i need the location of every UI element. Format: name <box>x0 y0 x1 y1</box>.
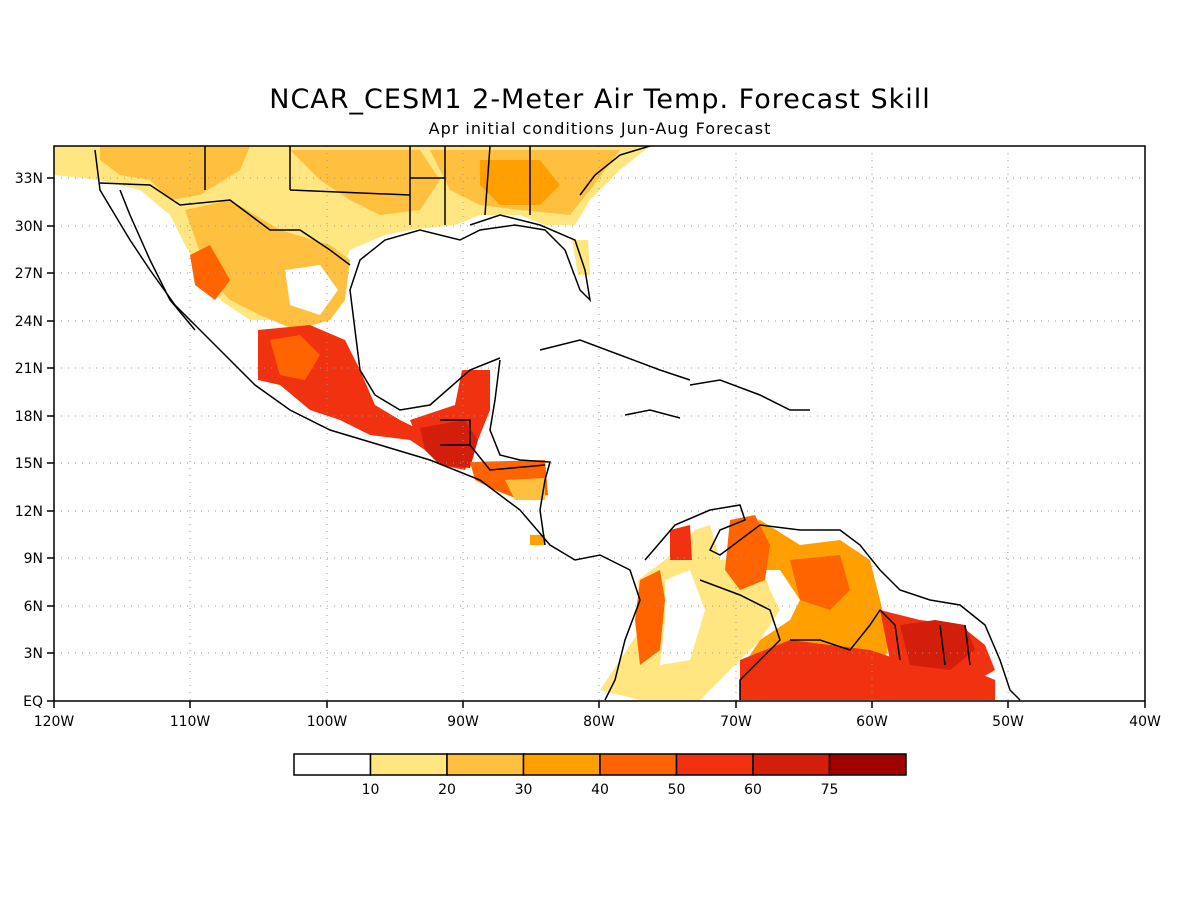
colorbar-label: 75 <box>821 782 839 798</box>
lat-tick-label: 27N <box>15 266 43 282</box>
colorbar-swatch <box>369 753 448 776</box>
colorbar-swatch <box>293 753 372 776</box>
colorbar-label: 10 <box>362 782 380 798</box>
usa-skill-30 <box>100 146 250 200</box>
lat-tick-label: 12N <box>15 504 43 520</box>
lat-tick-label: 18N <box>15 409 43 425</box>
borders <box>99 146 971 700</box>
lon-tick-label: 40W <box>1129 714 1161 730</box>
colorbar-label: 20 <box>438 782 456 798</box>
lat-tick-label: 33N <box>15 171 43 187</box>
lon-tick-label: 90W <box>447 714 479 730</box>
lon-tick-label: 110W <box>170 714 211 730</box>
colorbar-label: 40 <box>591 782 609 798</box>
venezuela-skill-50b <box>790 555 850 610</box>
lon-tick-label: 80W <box>583 714 615 730</box>
colombia-skill-50 <box>635 570 665 665</box>
lat-tick-label: 6N <box>24 599 43 615</box>
venezuela-skill-50 <box>725 515 770 590</box>
colorbar-label: 50 <box>668 782 686 798</box>
lat-tick-label: 9N <box>24 551 43 567</box>
caribbean-coast-skill <box>670 525 692 560</box>
colorbar-label: 30 <box>515 782 533 798</box>
usa-skill-30b <box>290 150 440 215</box>
lat-tick-marks <box>47 177 54 702</box>
colorbar-swatch <box>675 753 754 776</box>
lon-tick-marks <box>53 701 1146 708</box>
lon-tick-label: 70W <box>720 714 752 730</box>
honduras-skill-20 <box>505 478 545 500</box>
graticule <box>54 146 1145 701</box>
mexico-white-spot <box>285 265 338 315</box>
colorbar: 10 20 30 40 50 60 75 <box>293 753 907 798</box>
lat-tick-label: 15N <box>15 456 43 472</box>
guianas-skill-75 <box>900 620 975 670</box>
lon-tick-label: 120W <box>34 714 75 730</box>
colorbar-label: 60 <box>744 782 762 798</box>
map-subtitle: Apr initial conditions Jun-Aug Forecast <box>428 119 772 138</box>
lat-tick-label: 21N <box>15 361 43 377</box>
map-title: NCAR_CESM1 2-Meter Air Temp. Forecast Sk… <box>269 84 931 115</box>
coastlines <box>94 146 1021 701</box>
lat-tick-label: 3N <box>24 646 43 662</box>
colorbar-swatch <box>752 753 831 776</box>
colombia-white <box>660 570 705 665</box>
colorbar-swatch <box>522 753 601 776</box>
skill-shading <box>54 146 995 700</box>
colorbar-swatch <box>599 753 678 776</box>
lon-tick-label: 60W <box>856 714 888 730</box>
usa-skill-40 <box>480 160 560 205</box>
lat-tick-label: 24N <box>15 314 43 330</box>
panama-skill <box>530 535 545 545</box>
colorbar-swatch <box>446 753 525 776</box>
lat-tick-label: 30N <box>15 219 43 235</box>
mexico-skill-40 <box>270 335 320 380</box>
lon-tick-label: 50W <box>992 714 1024 730</box>
colorbar-swatch <box>828 753 907 776</box>
lon-tick-label: 100W <box>307 714 348 730</box>
lat-tick-label: EQ <box>23 694 43 710</box>
mexico-skill-50a <box>190 245 230 300</box>
amazon-skill-50 <box>740 640 995 700</box>
guatemala-skill-75 <box>420 420 478 468</box>
